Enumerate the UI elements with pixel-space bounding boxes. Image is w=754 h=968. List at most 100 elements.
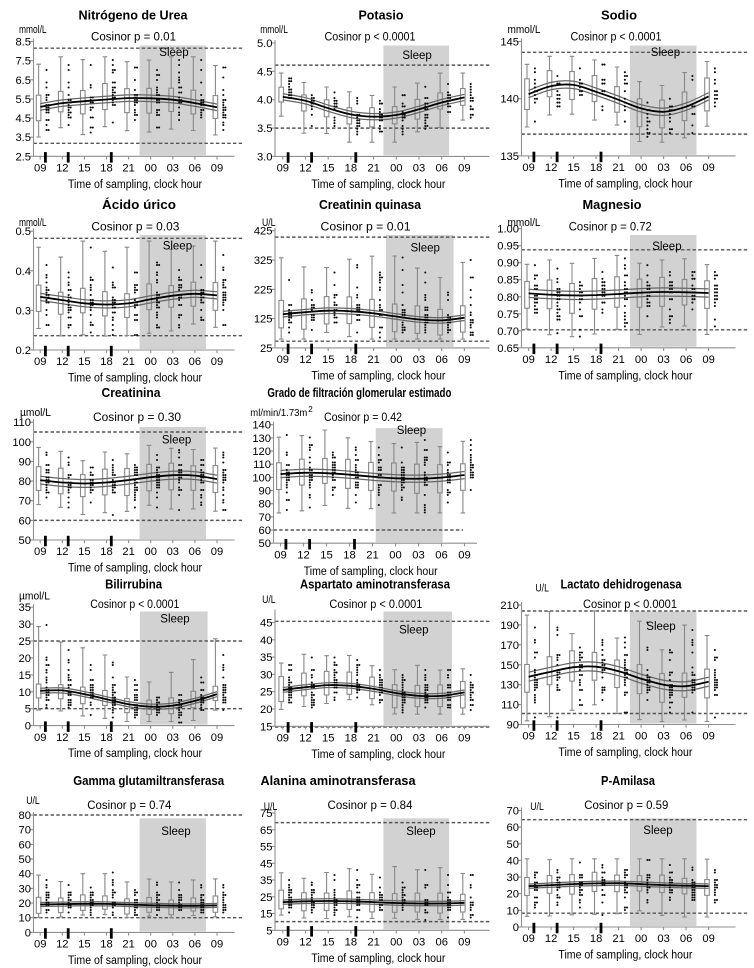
svg-text:18: 18 bbox=[345, 937, 357, 949]
svg-text:Sleep: Sleep bbox=[399, 624, 428, 636]
svg-text:120: 120 bbox=[252, 446, 271, 458]
svg-text:03: 03 bbox=[167, 732, 179, 744]
svg-text:15: 15 bbox=[322, 733, 334, 745]
svg-text:Time of sampling, clock hour: Time of sampling, clock hour bbox=[68, 373, 202, 385]
svg-text:70: 70 bbox=[259, 512, 271, 524]
svg-text:09: 09 bbox=[34, 546, 46, 558]
svg-text:60: 60 bbox=[19, 515, 31, 527]
svg-text:60: 60 bbox=[507, 822, 519, 834]
svg-text:Time of sampling, clock hour: Time of sampling, clock hour bbox=[304, 566, 438, 578]
svg-text:09: 09 bbox=[522, 933, 534, 945]
svg-text:15: 15 bbox=[322, 354, 334, 366]
svg-text:Time of sampling, clock hour: Time of sampling, clock hour bbox=[311, 179, 445, 191]
svg-text:45: 45 bbox=[260, 618, 272, 630]
svg-text:03: 03 bbox=[167, 163, 179, 175]
svg-text:12: 12 bbox=[545, 162, 557, 174]
svg-text:Sleep: Sleep bbox=[651, 47, 680, 59]
svg-text:15: 15 bbox=[322, 163, 334, 175]
svg-text:55: 55 bbox=[260, 842, 272, 854]
svg-text:90: 90 bbox=[19, 457, 31, 469]
svg-text:Cosinor p = 0.30: Cosinor p = 0.30 bbox=[93, 412, 181, 424]
svg-text:150: 150 bbox=[500, 660, 519, 672]
svg-text:7.5: 7.5 bbox=[15, 56, 31, 68]
svg-text:06: 06 bbox=[189, 939, 201, 951]
svg-text:210: 210 bbox=[500, 600, 519, 612]
svg-text:15: 15 bbox=[78, 732, 90, 744]
svg-text:Cosinor p = 0.42: Cosinor p = 0.42 bbox=[324, 412, 402, 424]
svg-text:21: 21 bbox=[122, 163, 134, 175]
svg-text:2.5: 2.5 bbox=[15, 151, 31, 163]
svg-text:mmol/L: mmol/L bbox=[508, 217, 541, 229]
svg-text:00: 00 bbox=[144, 939, 156, 951]
svg-text:06: 06 bbox=[189, 546, 201, 558]
svg-text:Sleep: Sleep bbox=[410, 243, 439, 255]
svg-text:20: 20 bbox=[507, 889, 519, 901]
svg-text:21: 21 bbox=[367, 163, 379, 175]
svg-text:09: 09 bbox=[277, 354, 289, 366]
svg-text:09: 09 bbox=[211, 163, 223, 175]
svg-text:15: 15 bbox=[567, 162, 579, 174]
svg-text:15: 15 bbox=[260, 909, 272, 921]
svg-text:mmol/L: mmol/L bbox=[508, 24, 541, 36]
svg-text:Time of sampling, clock hour: Time of sampling, clock hour bbox=[68, 955, 202, 967]
svg-text:µmol/L: µmol/L bbox=[19, 591, 50, 603]
svg-text:Cosinor p = 0.59: Cosinor p = 0.59 bbox=[584, 800, 668, 812]
svg-text:U/L: U/L bbox=[262, 217, 276, 229]
svg-text:03: 03 bbox=[657, 354, 669, 366]
svg-text:00: 00 bbox=[635, 933, 647, 945]
svg-text:Sleep: Sleep bbox=[406, 826, 435, 838]
svg-text:15: 15 bbox=[78, 163, 90, 175]
svg-text:110: 110 bbox=[13, 417, 31, 429]
svg-text:09: 09 bbox=[458, 549, 470, 561]
svg-text:U/L: U/L bbox=[262, 594, 276, 606]
svg-text:1.00: 1.00 bbox=[497, 224, 519, 236]
svg-text:Creatinina: Creatinina bbox=[102, 386, 162, 400]
svg-text:140: 140 bbox=[252, 420, 271, 432]
svg-text:125: 125 bbox=[254, 314, 273, 326]
svg-text:40: 40 bbox=[19, 869, 31, 881]
svg-text:70: 70 bbox=[19, 825, 31, 837]
svg-text:06: 06 bbox=[189, 732, 201, 744]
svg-text:09: 09 bbox=[34, 163, 46, 175]
svg-text:15: 15 bbox=[567, 354, 579, 366]
svg-text:Sleep: Sleep bbox=[397, 425, 426, 437]
svg-text:03: 03 bbox=[657, 162, 669, 174]
svg-text:2: 2 bbox=[308, 405, 313, 414]
svg-text:mmol/L: mmol/L bbox=[19, 24, 47, 36]
svg-text:18: 18 bbox=[100, 546, 112, 558]
svg-text:09: 09 bbox=[458, 163, 470, 175]
svg-text:100: 100 bbox=[252, 472, 271, 484]
svg-text:06: 06 bbox=[435, 733, 447, 745]
svg-text:U/L: U/L bbox=[535, 583, 549, 595]
svg-text:12: 12 bbox=[545, 933, 557, 945]
svg-text:15: 15 bbox=[567, 731, 579, 743]
svg-text:3.5: 3.5 bbox=[15, 132, 31, 144]
svg-text:20: 20 bbox=[19, 898, 31, 910]
svg-text:06: 06 bbox=[435, 163, 447, 175]
svg-text:30: 30 bbox=[19, 619, 31, 631]
svg-text:03: 03 bbox=[413, 163, 425, 175]
svg-text:0.75: 0.75 bbox=[497, 309, 519, 321]
svg-text:Sleep: Sleep bbox=[163, 241, 192, 253]
svg-text:21: 21 bbox=[612, 354, 624, 366]
svg-text:20: 20 bbox=[19, 653, 31, 665]
svg-text:12: 12 bbox=[545, 354, 557, 366]
svg-text:15: 15 bbox=[320, 549, 332, 561]
svg-text:90: 90 bbox=[507, 720, 519, 732]
svg-text:20: 20 bbox=[260, 704, 272, 716]
svg-text:25: 25 bbox=[260, 687, 272, 699]
svg-text:Sleep: Sleep bbox=[161, 826, 190, 838]
svg-text:0.5: 0.5 bbox=[15, 226, 31, 238]
svg-text:Time of sampling, clock hour: Time of sampling, clock hour bbox=[558, 950, 692, 962]
svg-text:10: 10 bbox=[19, 687, 31, 699]
svg-text:18: 18 bbox=[590, 731, 602, 743]
svg-text:Potasio: Potasio bbox=[359, 9, 404, 23]
svg-text:21: 21 bbox=[122, 546, 134, 558]
svg-text:Time of sampling, clock hour: Time of sampling, clock hour bbox=[68, 748, 202, 760]
svg-text:0: 0 bbox=[25, 721, 31, 733]
svg-text:Sleep: Sleep bbox=[159, 47, 188, 59]
svg-text:09: 09 bbox=[522, 354, 534, 366]
svg-text:00: 00 bbox=[144, 163, 156, 175]
svg-text:15: 15 bbox=[78, 356, 90, 368]
svg-text:21: 21 bbox=[122, 356, 134, 368]
